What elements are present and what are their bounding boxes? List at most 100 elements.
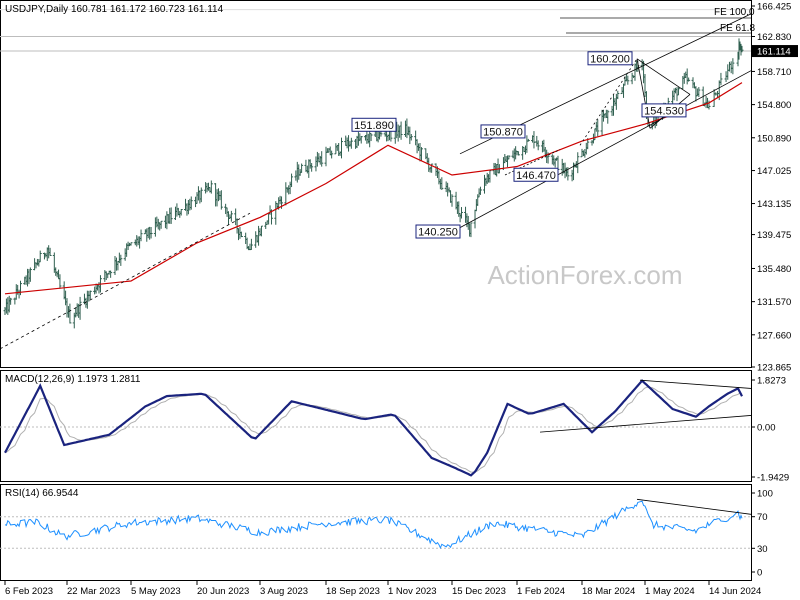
fe-100-label: FE 100.0 (714, 7, 755, 18)
level-label-box (415, 224, 461, 239)
level-label-box (641, 103, 687, 118)
macd-support-line (539, 415, 752, 433)
x-tick-label: 18 Sep 2023 (326, 586, 380, 597)
current-price-box (752, 45, 798, 58)
price-bar (159, 220, 163, 229)
price-bar (340, 137, 343, 159)
price-bar (229, 210, 233, 222)
moving-average (4, 82, 743, 295)
price-bar (199, 187, 203, 203)
level-labels: 151.890 150.870 160.200 154.530 146.470 140.2… (351, 51, 687, 239)
x-tick-label: 1 May 2024 (645, 586, 695, 597)
price-bar (369, 133, 373, 142)
level-label-text: 146.470 (516, 170, 556, 182)
x-tick-label: 14 Jun 2024 (709, 586, 761, 597)
price-bar (516, 151, 520, 156)
price-bar (300, 163, 304, 173)
price-bar (119, 254, 123, 266)
price-tick-label: 135.480 (757, 264, 791, 275)
price-bar (596, 119, 600, 137)
price-bar (697, 87, 701, 98)
level-label-text: 151.890 (354, 120, 394, 132)
rsi-tick-label: 30 (757, 544, 768, 555)
price-bar (740, 45, 744, 53)
rsi-line (0, 498, 752, 550)
rsi-resistance-line (636, 498, 752, 515)
price-bar (68, 303, 72, 324)
triangle-upper-line (636, 58, 691, 95)
price-tick-label: 123.865 (757, 363, 791, 374)
axes: 166.425 162.830 158.710 154.800 150.890 147.0… (4, 2, 798, 597)
price-bar (469, 222, 473, 238)
price-bar (58, 274, 62, 289)
macd-resistance-line (639, 379, 752, 389)
x-tick-label: 22 Mar 2023 (67, 586, 120, 597)
price-bar (488, 169, 492, 183)
price-tick-label: 139.475 (757, 230, 791, 241)
macd-panel-header: MACD(12,26,9) 1.1973 1.2811 (5, 374, 141, 385)
x-tick-label: 18 Mar 2024 (582, 586, 635, 597)
level-label-text: 160.200 (590, 53, 630, 65)
fe-61-8-label: FE 61.8 (720, 23, 755, 34)
level-label: 160.200 (587, 51, 633, 66)
price-bar (239, 231, 243, 238)
price-bar (88, 290, 92, 300)
price-bar (330, 150, 334, 159)
price-bar (349, 137, 353, 149)
price-tick-label: 127.660 (757, 330, 791, 341)
price-bar (536, 140, 540, 151)
level-label: 154.530 (641, 103, 687, 118)
price-bar (259, 225, 263, 237)
macd-tick-label: 0.00 (757, 423, 776, 434)
price-bar (576, 152, 580, 174)
price-bar (320, 151, 324, 167)
price-bar (606, 109, 610, 124)
price-tick-label: 150.890 (757, 133, 791, 144)
level-label: 140.250 (415, 224, 461, 239)
x-tick-label: 15 Dec 2023 (452, 586, 506, 597)
price-bar (450, 194, 454, 207)
moving-average-line (4, 82, 743, 295)
price-bar (179, 209, 183, 216)
rsi-main-line (4, 500, 743, 550)
x-tick-label: 1 Feb 2024 (517, 586, 565, 597)
price-tick-label: 158.710 (757, 67, 791, 78)
level-label-text: 154.530 (644, 105, 684, 117)
projection-dashed-line (579, 58, 638, 146)
channel-lower-line (459, 70, 752, 228)
price-panel-header: USDJPY,Daily 160.781 161.172 160.723 161… (5, 4, 224, 15)
rsi-panel-header: RSI(14) 66.9544 (5, 488, 79, 499)
price-bar (310, 163, 314, 172)
level-label: 150.870 (480, 124, 526, 139)
price-bar (399, 121, 403, 140)
rsi-tick-label: 100 (757, 489, 773, 500)
price-bar (9, 297, 13, 305)
price-bar (169, 207, 173, 224)
x-tick-label: 5 May 2023 (131, 586, 181, 597)
price-bar (189, 196, 193, 210)
price-bar (719, 72, 723, 86)
price-bar (459, 207, 463, 219)
price-bar (109, 270, 113, 278)
level-label: 151.890 (351, 117, 397, 132)
price-bar (616, 90, 620, 100)
price-bar (526, 138, 530, 142)
price-bar (129, 242, 133, 246)
price-bar (290, 173, 294, 188)
level-label-box (587, 51, 633, 66)
price-tick-label: 154.800 (757, 100, 791, 111)
level-label-box (351, 117, 397, 132)
price-bar (359, 135, 363, 144)
price-bar (440, 177, 444, 190)
macd-main-line (4, 379, 743, 477)
level-label: 146.470 (513, 167, 559, 182)
price-bar (78, 296, 82, 320)
level-label-box (513, 167, 559, 182)
level-label-text: 140.250 (418, 227, 458, 239)
price-bar (149, 226, 153, 239)
price-bar (507, 155, 511, 160)
price-bars (3, 38, 744, 329)
current-price-label: 161.114 (757, 47, 791, 58)
price-bar (687, 77, 691, 82)
